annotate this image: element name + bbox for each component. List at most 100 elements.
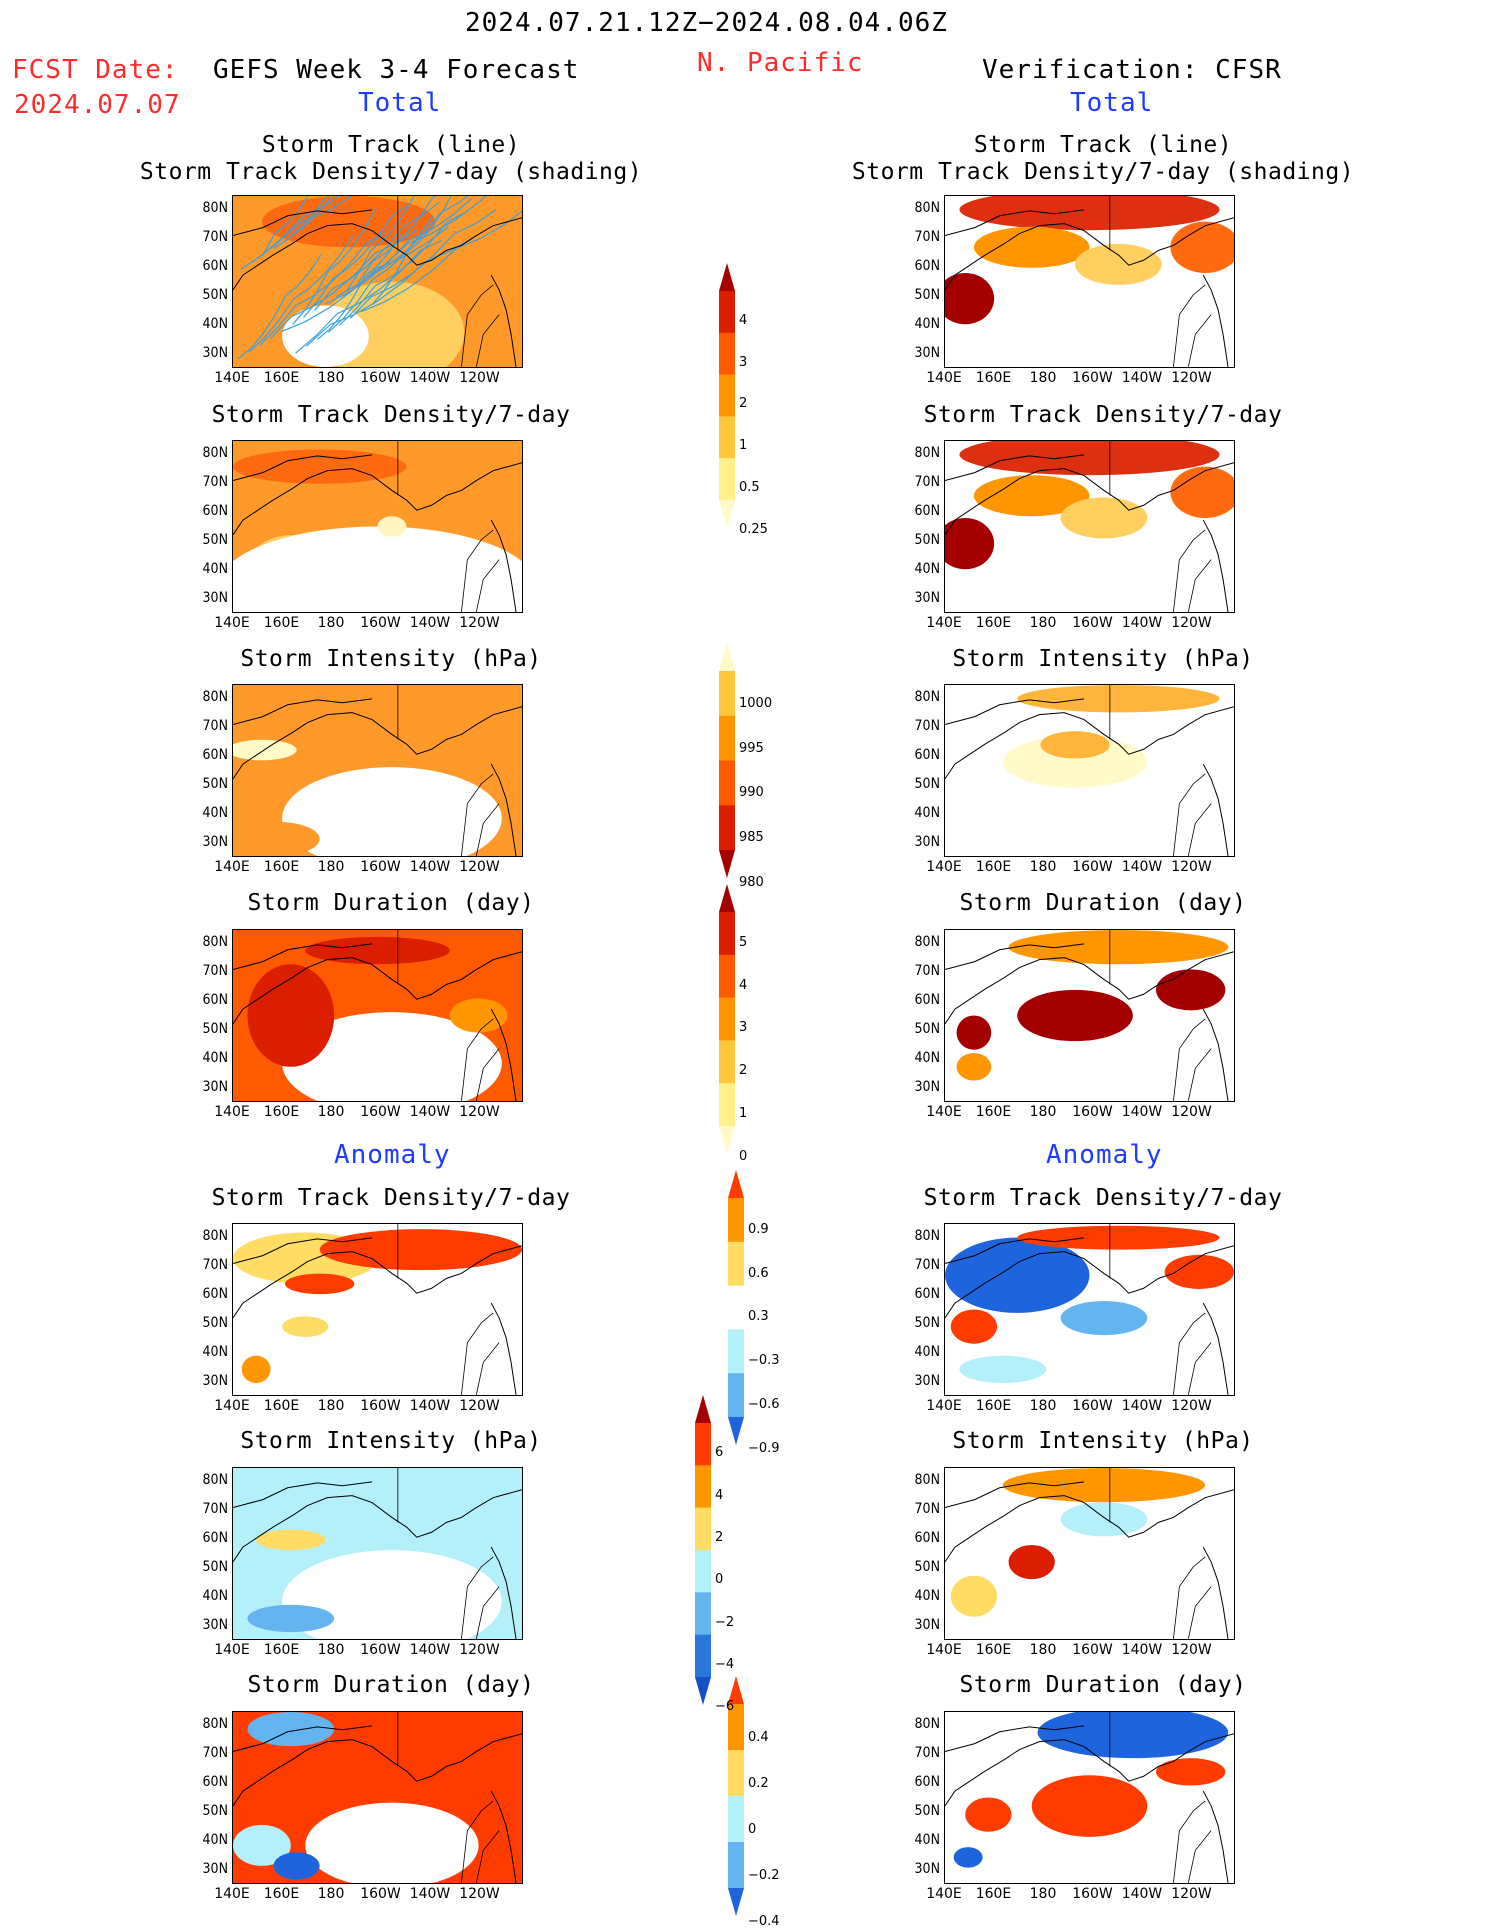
y-tick-label: 30N	[914, 834, 940, 850]
y-tick-label: 60N	[202, 1774, 228, 1790]
coastline	[945, 1725, 1234, 1883]
shading-region	[1008, 1544, 1055, 1580]
x-tick-label: 140E	[926, 1886, 962, 1902]
x-tick-label: 160E	[263, 859, 300, 875]
colorbar-segment	[719, 671, 735, 717]
colorbar-bottom-arrow	[728, 1417, 744, 1445]
colorbar-top-arrow	[695, 1395, 711, 1423]
map-vf-density	[944, 440, 1235, 613]
x-tick-label: 180	[1029, 615, 1057, 631]
left-column-title: GEFS Week 3-4 Forecast	[213, 55, 580, 85]
shading-region	[285, 1273, 355, 1295]
shading-region	[965, 1797, 1012, 1832]
y-tick-label: 50N	[914, 1803, 940, 1819]
fcst-date-label: FCST Date:	[12, 55, 179, 85]
colorbar-segment	[719, 332, 735, 376]
y-tick-label: 30N	[202, 590, 228, 606]
y-tick-label: 40N	[914, 805, 940, 821]
panel-title-vf-duration-anom: Storm Duration (day)	[959, 1672, 1247, 1698]
y-tick-label: 80N	[914, 689, 940, 705]
shading-region	[959, 1355, 1047, 1384]
colorbar-bottom-arrow	[695, 1677, 711, 1705]
colorbar-segment	[719, 374, 735, 417]
shading-region	[950, 1575, 998, 1617]
x-tick-label: 180	[1029, 859, 1057, 875]
y-tick-label: 40N	[914, 1050, 940, 1066]
map-fc-intensity-anom	[232, 1467, 523, 1640]
x-tick-label: 140E	[926, 370, 962, 386]
x-tick-label: 140E	[926, 1104, 962, 1120]
x-tick-label: 120W	[459, 370, 500, 386]
shading-region	[945, 517, 995, 570]
shading-region	[1170, 466, 1234, 518]
right-column-title: Verification: CFSR	[982, 55, 1282, 85]
y-tick-label: 50N	[202, 1803, 228, 1819]
panel-title-vf-density-anom: Storm Track Density/7-day	[923, 1185, 1283, 1211]
borders	[397, 930, 500, 1101]
y-tick-label: 50N	[202, 1315, 228, 1331]
y-tick-label: 60N	[914, 1286, 940, 1302]
colorbar-bottom-arrow	[728, 1888, 744, 1916]
x-tick-label: 160W	[360, 1642, 401, 1658]
y-tick-label: 50N	[202, 532, 228, 548]
x-tick-label: 140W	[409, 1104, 451, 1120]
y-tick-label: 30N	[202, 1079, 228, 1095]
y-tick-label: 60N	[202, 747, 228, 763]
colorbar-segment	[728, 1329, 744, 1374]
y-tick-label: 50N	[914, 287, 940, 303]
shading-region	[973, 475, 1090, 517]
map-fc-track	[232, 195, 523, 368]
map-canvas	[233, 196, 522, 367]
date-range-title: 2024.07.21.12Z−2024.08.04.06Z	[465, 8, 948, 38]
storm-track-line	[284, 196, 333, 242]
y-tick-label: 40N	[202, 1050, 228, 1066]
storm-track-line	[317, 234, 402, 340]
colorbar-label: −2	[715, 1614, 735, 1630]
colorbar-segment	[728, 1842, 744, 1889]
storm-track-line	[259, 232, 386, 346]
colorbar-segment	[728, 1750, 744, 1797]
colorbar-top-arrow	[719, 263, 735, 291]
shading-region	[247, 1604, 335, 1633]
map-fc-density-anom	[232, 1223, 523, 1396]
x-tick-label: 160W	[1072, 1104, 1113, 1120]
y-tick-label: 40N	[202, 1344, 228, 1360]
shading-region	[282, 1316, 329, 1337]
x-tick-label: 120W	[459, 1642, 500, 1658]
x-tick-label: 140W	[1121, 859, 1163, 875]
y-tick-label: 70N	[202, 1257, 228, 1273]
x-tick-label: 160W	[360, 615, 401, 631]
shading-region	[273, 1852, 320, 1880]
y-tick-label: 30N	[914, 590, 940, 606]
y-tick-label: 70N	[202, 1745, 228, 1761]
x-tick-label: 140W	[1121, 1104, 1163, 1120]
x-tick-label: 140W	[1121, 615, 1163, 631]
shading-region	[377, 516, 407, 537]
coastline	[233, 1237, 522, 1395]
borders	[1109, 196, 1212, 367]
borders	[397, 441, 500, 612]
shading-region	[1164, 1254, 1234, 1289]
x-tick-label: 180	[317, 1886, 345, 1902]
shading-region	[1002, 736, 1148, 788]
y-tick-label: 70N	[202, 718, 228, 734]
map-fc-duration	[232, 929, 523, 1102]
x-tick-label: 140E	[214, 1104, 250, 1120]
shading-region	[247, 964, 335, 1067]
storm-track-line	[338, 212, 465, 326]
shading-region	[945, 272, 995, 325]
coastline	[945, 943, 1234, 1101]
y-tick-label: 80N	[202, 200, 228, 216]
y-tick-label: 80N	[202, 934, 228, 950]
colorbar-label: −0.3	[748, 1353, 780, 1369]
shading-region	[1075, 243, 1162, 285]
map-vf-track	[944, 195, 1235, 368]
y-tick-label: 70N	[914, 963, 940, 979]
map-canvas	[945, 196, 1234, 367]
shading-region	[282, 1012, 502, 1101]
x-tick-label: 120W	[1171, 370, 1212, 386]
colorbar-bottom-arrow	[719, 1126, 735, 1154]
y-tick-label: 50N	[914, 1559, 940, 1575]
y-tick-label: 80N	[914, 934, 940, 950]
colorbar-segment	[719, 954, 735, 999]
